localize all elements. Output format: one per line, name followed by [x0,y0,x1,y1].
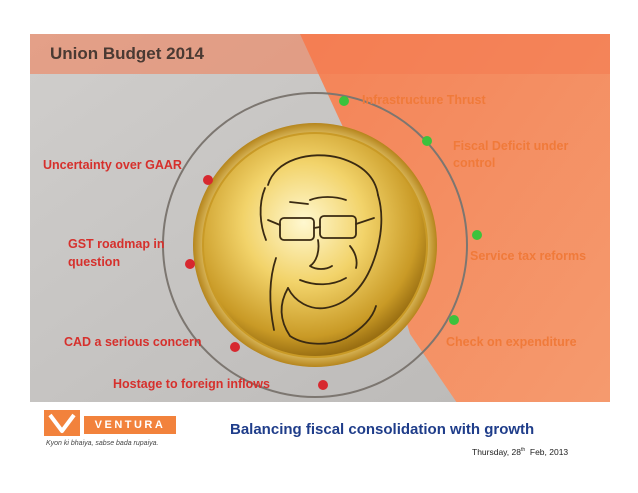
negative-point-cad: CAD a serious concern [64,335,202,349]
negative-point-foreign-inflows: Hostage to foreign inflows [113,377,270,391]
positive-point-fiscal-line1: Fiscal Deficit under [453,139,569,153]
negative-point-gst-line1: GST roadmap in [68,237,165,251]
negative-point-gst-line2: question [68,255,121,269]
green-dot-icon [422,136,432,146]
negative-point-gaar: Uncertainty over GAAR [43,158,182,172]
green-dot-icon [449,315,459,325]
green-dot-icon [339,96,349,106]
positive-point-infrastructure: Infrastructure Thrust [362,93,486,107]
date-suffix: th [520,447,526,454]
background-panel [30,34,610,466]
slide-date: Thursday, 28th Feb, 2013 [472,447,568,457]
red-dot-icon [318,380,328,390]
slide-title: Union Budget 2014 [50,44,204,63]
green-dot-icon [472,230,482,240]
red-dot-icon [203,175,213,185]
slide-tagline: Balancing fiscal consolidation with grow… [230,421,535,438]
ventura-logo-icon [44,410,80,436]
positive-point-service-tax: Service tax reforms [470,249,587,263]
coin-illustration [162,92,468,398]
red-dot-icon [185,259,195,269]
red-dot-icon [230,342,240,352]
positive-point-fiscal-line2: control [453,156,496,170]
positive-point-expenditure: Check on expenditure [446,335,577,349]
logo-tagline: Kyon ki bhaiya, sabse bada rupaiya. [46,440,159,447]
date-prefix: Thursday, 28 [472,447,521,457]
date-rest: Feb, 2013 [525,447,569,457]
logo-name: VENTURA [84,416,176,434]
